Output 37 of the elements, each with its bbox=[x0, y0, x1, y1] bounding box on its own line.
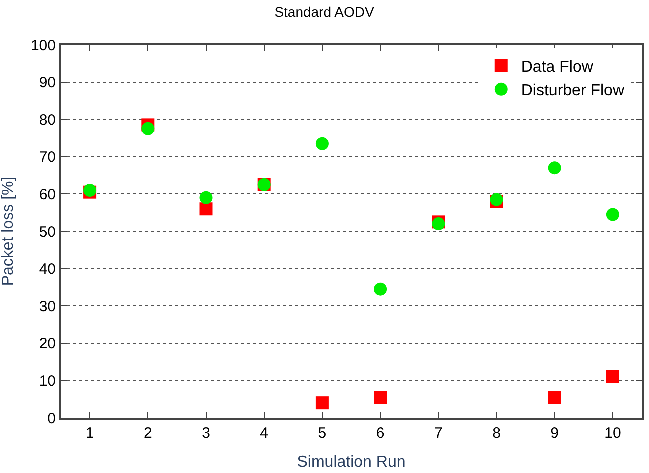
point bbox=[548, 162, 562, 175]
legend-label: Data Flow bbox=[521, 58, 594, 76]
y-tick-label: 70 bbox=[39, 149, 56, 166]
legend-label: Disturber Flow bbox=[521, 82, 625, 100]
x-tick-label: 2 bbox=[144, 425, 152, 442]
x-tick-label: 8 bbox=[492, 425, 501, 442]
x-tick-label: 6 bbox=[376, 425, 385, 442]
x-tick-label: 3 bbox=[202, 425, 210, 442]
x-tick-label: 10 bbox=[604, 425, 622, 442]
y-tick-label: 80 bbox=[39, 112, 56, 129]
y-tick-label: 40 bbox=[39, 261, 56, 278]
point bbox=[142, 122, 155, 136]
chart-title: Standard AODV bbox=[274, 4, 375, 20]
point bbox=[200, 191, 213, 204]
point bbox=[374, 390, 388, 404]
point bbox=[606, 208, 620, 222]
x-tick-label: 7 bbox=[434, 425, 443, 442]
y-axis-title: Packet loss [%] bbox=[0, 176, 17, 286]
point bbox=[316, 137, 329, 150]
point bbox=[316, 396, 329, 410]
y-tick-label: 30 bbox=[39, 298, 56, 316]
y-tick-label: 50 bbox=[39, 224, 56, 241]
x-axis-title: Simulation Run bbox=[297, 454, 406, 472]
point bbox=[548, 390, 562, 404]
x-tick-label: 4 bbox=[260, 425, 269, 442]
y-tick-label: 20 bbox=[39, 336, 56, 353]
y-tick-label: 10 bbox=[39, 372, 56, 390]
y-tick-label: 0 bbox=[48, 410, 56, 428]
x-tick-label: 9 bbox=[550, 425, 560, 442]
x-tick-label: 1 bbox=[86, 425, 94, 442]
x-tick-label: 5 bbox=[318, 425, 327, 442]
y-tick-label: 100 bbox=[30, 37, 56, 54]
point bbox=[374, 282, 388, 296]
y-tick-label: 60 bbox=[39, 186, 56, 204]
point bbox=[200, 202, 213, 216]
y-tick-label: 90 bbox=[39, 74, 56, 92]
point bbox=[606, 370, 620, 384]
